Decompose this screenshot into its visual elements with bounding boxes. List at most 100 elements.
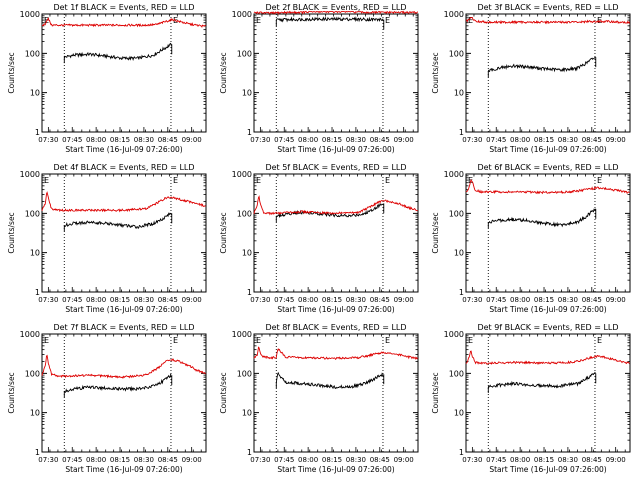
y-tick-label: 1	[247, 288, 252, 297]
x-tick-label: 08:15	[534, 296, 554, 304]
x-tick-label: 08:00	[86, 456, 106, 464]
x-tick-label: 08:15	[322, 136, 342, 144]
series-events-line	[487, 371, 596, 389]
plot-frame	[41, 173, 207, 293]
x-tick-label: 07:45	[486, 136, 506, 144]
x-tick-label: 07:45	[62, 296, 82, 304]
series-events-line	[275, 371, 384, 390]
x-tick-label: 08:30	[558, 296, 578, 304]
detector-panel-1: Det 1f BLACK = Events, RED = LLD 1 10 100 10…	[7, 3, 207, 154]
series-lld-line	[465, 178, 630, 195]
x-tick-label: 07:45	[62, 456, 82, 464]
y-axis-label: Counts/sec	[219, 372, 228, 413]
x-tick-label: 08:45	[158, 456, 178, 464]
y-axis-label: Counts/sec	[7, 372, 16, 413]
x-tick-label: 08:30	[558, 136, 578, 144]
x-tick-label: 08:15	[110, 456, 130, 464]
plot-frame	[253, 333, 419, 453]
plot-frame	[41, 333, 207, 453]
y-tick-label: 100	[449, 49, 464, 58]
y-tick-label: 1	[35, 128, 40, 137]
panel-title: Det 6f BLACK = Events, RED = LLD	[477, 163, 618, 172]
x-tick-label: 07:45	[62, 136, 82, 144]
x-axis-label: Start Time (16-Jul-09 07:26:00)	[65, 465, 182, 474]
y-tick-label: 1000	[20, 170, 40, 179]
x-tick-label: 07:45	[486, 456, 506, 464]
x-tick-label: 08:30	[346, 136, 366, 144]
series-events-line	[487, 56, 596, 73]
series-lld-line	[41, 354, 206, 379]
x-axis-label: Start Time (16-Jul-09 07:26:00)	[65, 305, 182, 314]
x-axis-label: Start Time (16-Jul-09 07:26:00)	[277, 305, 394, 314]
series-lld-line	[465, 350, 630, 366]
series-lld-line	[253, 195, 418, 216]
marker-left: E	[256, 336, 261, 345]
y-tick-label: 1	[247, 128, 252, 137]
y-tick-label: 100	[237, 209, 252, 218]
x-axis-label: Start Time (16-Jul-09 07:26:00)	[65, 145, 182, 154]
x-tick-label: 08:00	[510, 136, 530, 144]
y-tick-label: 1000	[232, 330, 252, 339]
x-axis-label: Start Time (16-Jul-09 07:26:00)	[277, 145, 394, 154]
x-tick-label: 09:00	[182, 296, 202, 304]
x-tick-label: 07:30	[250, 296, 270, 304]
x-tick-label: 08:00	[510, 456, 530, 464]
series-events-line	[275, 16, 384, 23]
x-tick-label: 08:45	[158, 136, 178, 144]
panel-title: Det 9f BLACK = Events, RED = LLD	[477, 323, 618, 332]
x-tick-label: 09:00	[606, 296, 626, 304]
x-axis-label: Start Time (16-Jul-09 07:26:00)	[277, 465, 394, 474]
series-lld-line	[253, 10, 419, 15]
y-tick-label: 1	[459, 128, 464, 137]
marker-left: E	[44, 176, 49, 185]
y-axis-label: Counts/sec	[431, 372, 440, 413]
x-tick-label: 07:45	[486, 296, 506, 304]
y-tick-label: 10	[242, 249, 252, 258]
detector-panel-7: Det 7f BLACK = Events, RED = LLD 1 10 100 10…	[7, 323, 207, 474]
marker-left: E	[468, 336, 473, 345]
marker-left: E	[468, 16, 473, 25]
y-tick-label: 100	[25, 49, 40, 58]
x-tick-label: 08:30	[134, 456, 154, 464]
y-tick-label: 1000	[20, 10, 40, 19]
x-tick-label: 07:30	[462, 136, 482, 144]
marker-right: E	[385, 176, 390, 185]
marker-right: E	[385, 16, 390, 25]
y-axis-label: Counts/sec	[431, 52, 440, 93]
detector-panel-3: Det 3f BLACK = Events, RED = LLD 1 10 100 10…	[431, 3, 631, 154]
x-tick-label: 08:15	[322, 456, 342, 464]
marker-right: E	[173, 336, 178, 345]
x-tick-label: 08:30	[558, 456, 578, 464]
y-tick-label: 1000	[232, 10, 252, 19]
y-tick-label: 1	[35, 288, 40, 297]
x-tick-label: 08:00	[86, 136, 106, 144]
y-axis-label: Counts/sec	[7, 52, 16, 93]
y-tick-label: 1000	[20, 330, 40, 339]
panel-title: Det 3f BLACK = Events, RED = LLD	[477, 3, 618, 12]
x-tick-label: 08:45	[158, 296, 178, 304]
y-tick-label: 100	[449, 369, 464, 378]
x-tick-label: 08:00	[510, 296, 530, 304]
x-tick-label: 07:30	[250, 136, 270, 144]
marker-left: E	[256, 16, 261, 25]
detector-panel-5: Det 5f BLACK = Events, RED = LLD 1 10 100 10…	[219, 163, 419, 314]
y-tick-label: 100	[237, 369, 252, 378]
plot-frame	[253, 13, 419, 133]
x-tick-label: 07:45	[274, 456, 294, 464]
series-lld-line	[253, 346, 419, 360]
y-tick-label: 1000	[232, 170, 252, 179]
y-axis-label: Counts/sec	[431, 212, 440, 253]
x-tick-label: 08:30	[346, 296, 366, 304]
plot-frame	[41, 13, 207, 133]
x-tick-label: 07:30	[38, 296, 58, 304]
y-tick-label: 10	[30, 89, 40, 98]
x-tick-label: 08:30	[134, 136, 154, 144]
y-tick-label: 1	[459, 288, 464, 297]
x-tick-label: 08:45	[582, 136, 602, 144]
x-tick-label: 08:15	[110, 136, 130, 144]
marker-right: E	[597, 176, 602, 185]
y-tick-label: 10	[454, 249, 464, 258]
y-tick-label: 1000	[444, 10, 464, 19]
series-events-line	[275, 202, 384, 219]
